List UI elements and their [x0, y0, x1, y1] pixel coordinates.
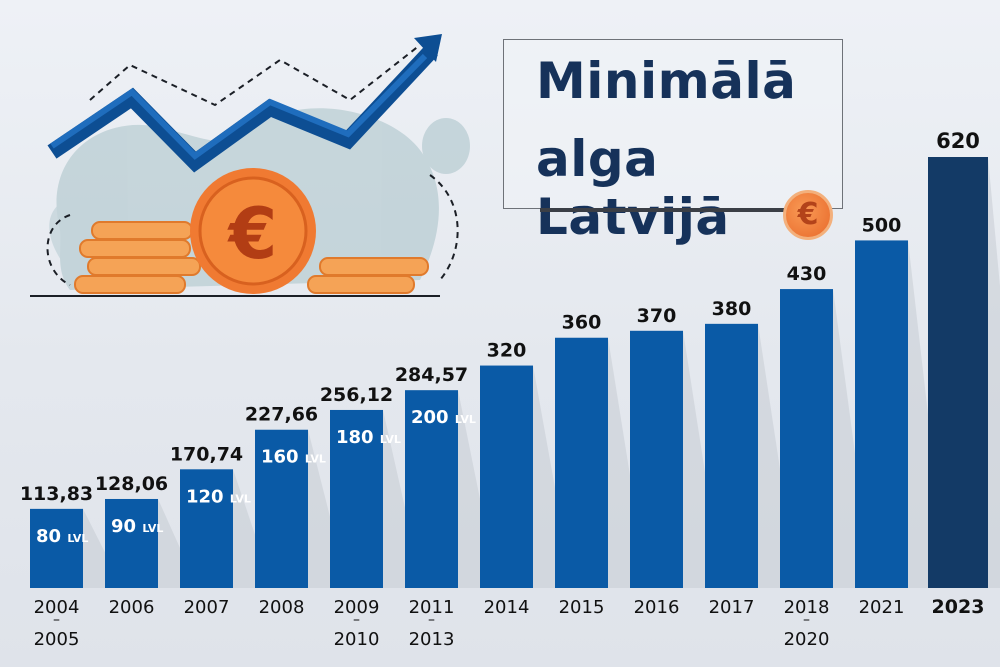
- bar-lvl-label: 200 LVL: [411, 407, 476, 428]
- bar-value-label: 170,74: [170, 443, 243, 465]
- bar-value-label: 360: [562, 312, 602, 334]
- bar-shadow: [233, 469, 273, 588]
- bar-lvl-unit: LVL: [230, 492, 251, 505]
- chart-title-line-2: alga Latvijā: [536, 130, 730, 246]
- x-tick-label: 2007: [184, 597, 230, 618]
- bar-lvl-label: 80 LVL: [36, 526, 88, 547]
- bar-value-label: 284,57: [395, 364, 468, 386]
- x-tick-label: 2020: [784, 629, 830, 650]
- x-tick-label: 2015: [559, 597, 605, 618]
- chart-title-line-1: Minimālā: [536, 52, 797, 110]
- bar-lvl-unit: LVL: [305, 453, 326, 466]
- bar-value-label: 113,83: [20, 483, 93, 505]
- bar-value-label: 370: [637, 305, 677, 327]
- bar-value-label: 500: [862, 214, 902, 236]
- bar: [780, 289, 833, 588]
- x-tick-label: 2013: [409, 629, 455, 650]
- x-tick-label: 2023: [932, 596, 985, 618]
- dashed-accent-lines: [46, 44, 459, 286]
- x-tick-label: 2006: [109, 597, 155, 618]
- bar-lvl-label: 120 LVL: [186, 486, 251, 507]
- bar: [630, 330, 683, 588]
- bar: [480, 365, 533, 588]
- title-underline: [540, 208, 822, 212]
- bar-value-label: 430: [787, 263, 827, 285]
- bar-value-label: 620: [936, 129, 980, 153]
- bar: [405, 390, 458, 588]
- bar-value-label: 128,06: [95, 473, 168, 495]
- x-tick-label: –: [353, 612, 360, 628]
- trend-arrow-icon: [47, 34, 442, 173]
- bar: [928, 157, 988, 588]
- euro-coin-icon: €: [190, 168, 316, 294]
- bar: [255, 429, 308, 588]
- bar: [705, 323, 758, 588]
- bar: [855, 240, 908, 588]
- x-tick-label: 2016: [634, 597, 680, 618]
- bar-lvl-unit: LVL: [380, 433, 401, 446]
- x-tick-label: 2011: [409, 597, 455, 618]
- x-tick-label: –: [428, 612, 435, 628]
- x-tick-label: –: [53, 612, 60, 628]
- bar-shadow: [308, 429, 348, 588]
- x-tick-label: 2010: [334, 629, 380, 650]
- euro-coin-icon: €: [783, 190, 833, 240]
- bar-shadow: [833, 289, 873, 588]
- bar-shadow: [988, 157, 1000, 588]
- bar: [30, 508, 83, 588]
- x-tick-label: 2008: [259, 597, 305, 618]
- bar-shadow: [158, 498, 198, 588]
- x-tick-label: 2005: [34, 629, 80, 650]
- coin-stack-right: [307, 257, 429, 294]
- x-tick-label: 2009: [334, 597, 380, 618]
- svg-text:€: €: [227, 193, 278, 275]
- bar-value-label: 380: [712, 298, 752, 320]
- bar-shadow: [533, 365, 573, 588]
- x-tick-label: 2021: [859, 597, 905, 618]
- x-tick-label: 2004: [34, 597, 80, 618]
- x-tick-label: 2017: [709, 597, 755, 618]
- coin-stack-left: [74, 221, 201, 294]
- x-tick-label: 2018: [784, 597, 830, 618]
- bar-value-label: 256,12: [320, 384, 393, 406]
- x-tick-label: 2014: [484, 597, 530, 618]
- x-tick-label: –: [803, 612, 810, 628]
- bar-shadow: [758, 323, 798, 588]
- bar-lvl-label: 180 LVL: [336, 427, 401, 448]
- bar: [330, 409, 383, 588]
- bar: [555, 337, 608, 588]
- bar: [180, 469, 233, 588]
- chart-title-box: Minimālā alga Latvijā: [503, 39, 843, 246]
- bar-lvl-label: 90 LVL: [111, 516, 163, 537]
- bar-lvl-unit: LVL: [455, 413, 476, 426]
- bar-shadow: [683, 330, 723, 588]
- bar-value-label: 320: [487, 340, 527, 362]
- illustration: €: [30, 34, 470, 297]
- bar-lvl-unit: LVL: [142, 522, 163, 535]
- bar-lvl-label: 160 LVL: [261, 447, 326, 468]
- bar-lvl-unit: LVL: [67, 532, 88, 545]
- bar: [105, 498, 158, 588]
- bar-value-label: 227,66: [245, 404, 318, 426]
